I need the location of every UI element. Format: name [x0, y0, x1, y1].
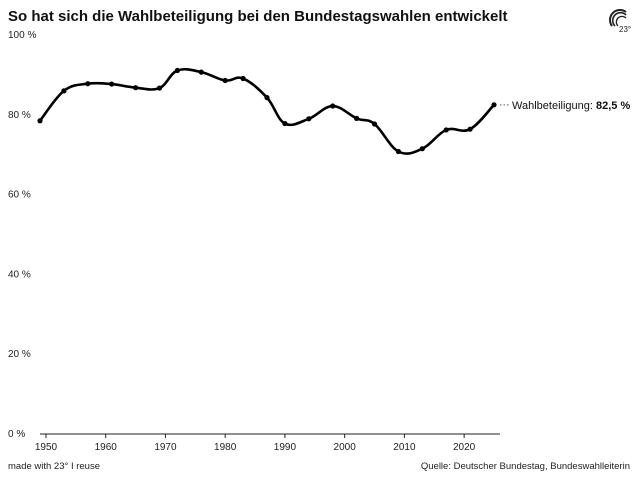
- data-point: [222, 77, 228, 84]
- data-point: [467, 126, 473, 132]
- x-tick-label: 1980: [214, 442, 237, 453]
- x-tick-label: 1990: [274, 442, 297, 453]
- data-point: [132, 85, 139, 91]
- data-point: [491, 102, 497, 108]
- data-point: [443, 127, 449, 133]
- made-with-link[interactable]: made with 23° I reuse: [8, 461, 100, 472]
- y-tick-label: 20 %: [8, 349, 31, 360]
- x-tick-label: 2000: [334, 442, 357, 453]
- y-tick-label: 100 %: [8, 30, 36, 41]
- x-tick-label: 1970: [154, 442, 177, 453]
- data-point: [61, 88, 67, 94]
- data-point: [85, 81, 91, 87]
- data-point: [395, 148, 402, 155]
- x-tick-label: 2010: [393, 442, 416, 453]
- annotation-label: Wahlbeteiligung:: [512, 100, 596, 112]
- y-tick-label: 0 %: [8, 429, 25, 440]
- data-point: [354, 115, 360, 121]
- data-point: [306, 116, 312, 122]
- data-point: [371, 121, 378, 127]
- data-point: [240, 75, 246, 82]
- turnout-series-line: [38, 67, 496, 155]
- data-point: [264, 95, 270, 101]
- x-tick-label: 2020: [453, 442, 476, 453]
- data-point: [156, 85, 163, 91]
- data-point: [37, 118, 43, 124]
- last-value-annotation: Wahlbeteiligung: 82,5 %: [512, 100, 630, 112]
- y-tick-label: 60 %: [8, 190, 31, 201]
- source-note: Quelle: Deutscher Bundestag, Bundeswahll…: [420, 461, 630, 472]
- data-point: [198, 69, 204, 75]
- data-point: [419, 146, 425, 152]
- data-point: [282, 120, 288, 127]
- data-point: [174, 67, 180, 74]
- y-tick-label: 40 %: [8, 269, 31, 280]
- x-tick-label: 1960: [95, 442, 118, 453]
- annotation-value: 82,5 %: [596, 100, 630, 112]
- y-tick-label: 80 %: [8, 110, 31, 121]
- brand-23-logo-icon[interactable]: 23°: [606, 6, 634, 34]
- chart-title: So hat sich die Wahlbeteiligung bei den …: [8, 8, 508, 25]
- data-point: [330, 103, 336, 109]
- data-point: [109, 81, 115, 87]
- logo-text: 23°: [619, 25, 631, 34]
- x-tick-label: 1950: [35, 442, 58, 453]
